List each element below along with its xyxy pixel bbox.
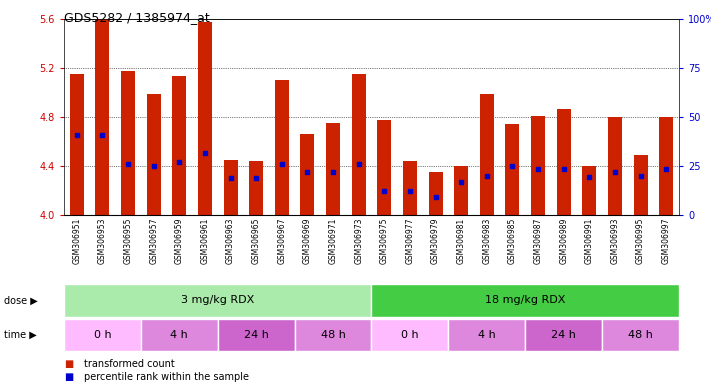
Bar: [249, 161, 263, 215]
Bar: [525, 319, 602, 351]
Bar: [403, 161, 417, 215]
Bar: [371, 284, 679, 317]
Bar: [352, 74, 365, 215]
Text: 18 mg/kg RDX: 18 mg/kg RDX: [485, 295, 565, 306]
Bar: [300, 134, 314, 215]
Text: 4 h: 4 h: [478, 330, 496, 340]
Bar: [172, 76, 186, 215]
Bar: [378, 119, 391, 215]
Bar: [64, 284, 371, 317]
Bar: [274, 80, 289, 215]
Text: dose ▶: dose ▶: [4, 295, 37, 306]
Bar: [146, 94, 161, 215]
Bar: [429, 172, 443, 215]
Bar: [602, 319, 679, 351]
Bar: [454, 166, 469, 215]
Bar: [634, 155, 648, 215]
Bar: [371, 319, 449, 351]
Text: 24 h: 24 h: [244, 330, 269, 340]
Bar: [506, 124, 520, 215]
Text: 4 h: 4 h: [171, 330, 188, 340]
Text: percentile rank within the sample: percentile rank within the sample: [84, 372, 249, 382]
Text: transformed count: transformed count: [84, 359, 175, 369]
Bar: [64, 319, 141, 351]
Text: 48 h: 48 h: [321, 330, 346, 340]
Text: 48 h: 48 h: [628, 330, 653, 340]
Text: 0 h: 0 h: [94, 330, 111, 340]
Text: ■: ■: [64, 372, 73, 382]
Bar: [557, 109, 571, 215]
Text: ■: ■: [64, 359, 73, 369]
Bar: [531, 116, 545, 215]
Bar: [223, 160, 237, 215]
Bar: [326, 123, 340, 215]
Bar: [95, 19, 109, 215]
Bar: [608, 117, 622, 215]
Text: time ▶: time ▶: [4, 330, 36, 340]
Bar: [218, 319, 294, 351]
Bar: [70, 74, 84, 215]
Text: 24 h: 24 h: [551, 330, 576, 340]
Bar: [480, 94, 494, 215]
Text: 0 h: 0 h: [401, 330, 419, 340]
Text: GDS5282 / 1385974_at: GDS5282 / 1385974_at: [64, 12, 210, 25]
Bar: [121, 71, 135, 215]
Bar: [294, 319, 371, 351]
Text: 3 mg/kg RDX: 3 mg/kg RDX: [181, 295, 255, 306]
Bar: [141, 319, 218, 351]
Bar: [198, 22, 212, 215]
Bar: [582, 166, 597, 215]
Bar: [659, 117, 673, 215]
Bar: [449, 319, 525, 351]
